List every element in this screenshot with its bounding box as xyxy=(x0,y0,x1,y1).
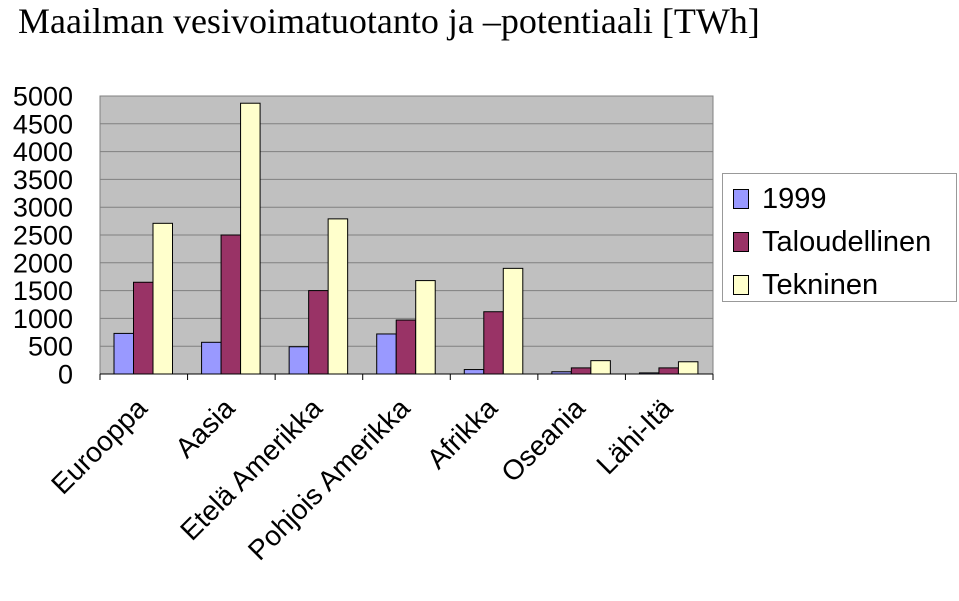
bar-taloudellinen-2 xyxy=(308,290,329,375)
bar-1999-0 xyxy=(113,332,134,375)
bar-taloudellinen-5 xyxy=(570,367,592,375)
bar-taloudellinen-3 xyxy=(395,319,417,375)
bar-tekninen-5 xyxy=(590,360,611,375)
bar-taloudellinen-4 xyxy=(483,311,504,375)
bar-tekninen-1 xyxy=(240,102,261,375)
y-tick-label: 3000 xyxy=(13,193,73,223)
bar-1999-1 xyxy=(201,341,222,375)
legend-label: 1999 xyxy=(762,182,827,215)
y-tick-label: 4000 xyxy=(13,137,73,167)
legend-label: Tekninen xyxy=(762,268,879,301)
bars xyxy=(113,102,699,375)
x-tick-label: Pohjois Amerikka xyxy=(242,392,416,566)
x-tick-label: Lähi-Itä xyxy=(590,392,678,480)
y-tick-label: 4500 xyxy=(13,109,73,139)
chart-title: Maailman vesivoimatuotanto ja –potentiaa… xyxy=(18,1,760,41)
x-tick-label: Oseania xyxy=(495,392,591,488)
y-tick-label: 2500 xyxy=(13,221,73,251)
bar-tekninen-2 xyxy=(327,218,349,375)
legend-item: Tekninen xyxy=(733,268,879,301)
legend: 1999 Taloudellinen Tekninen xyxy=(722,173,957,302)
legend-item: Taloudellinen xyxy=(733,225,932,258)
legend-swatch xyxy=(733,189,749,209)
legend-label: Taloudellinen xyxy=(762,225,932,258)
y-tick-label: 1000 xyxy=(13,304,73,334)
gridlines xyxy=(100,123,713,347)
x-tick-label: Aasia xyxy=(169,392,241,464)
y-tick-label: 1500 xyxy=(13,276,73,306)
x-tick-label: Eurooppa xyxy=(45,392,153,500)
bar-taloudellinen-0 xyxy=(133,281,154,375)
y-tick-label: 500 xyxy=(28,332,73,362)
bar-1999-2 xyxy=(288,346,310,375)
bar-tekninen-0 xyxy=(152,222,173,375)
legend-swatch xyxy=(733,275,749,295)
x-axis-tick-marks xyxy=(99,374,714,380)
x-tick-label: Afrikka xyxy=(421,392,504,475)
bar-tekninen-3 xyxy=(415,280,436,375)
bar-taloudellinen-6 xyxy=(658,367,679,375)
legend-item: 1999 xyxy=(733,182,827,215)
y-tick-label: 5000 xyxy=(13,82,73,112)
y-tick-label: 0 xyxy=(58,360,73,390)
bar-taloudellinen-1 xyxy=(220,234,242,375)
y-tick-label: 2000 xyxy=(13,248,73,278)
legend-swatch xyxy=(733,232,749,252)
bar-tekninen-6 xyxy=(677,361,699,375)
bar-1999-4 xyxy=(463,369,485,375)
bar-tekninen-4 xyxy=(502,267,524,375)
bar-1999-3 xyxy=(376,333,397,375)
y-tick-label: 3500 xyxy=(13,165,73,195)
